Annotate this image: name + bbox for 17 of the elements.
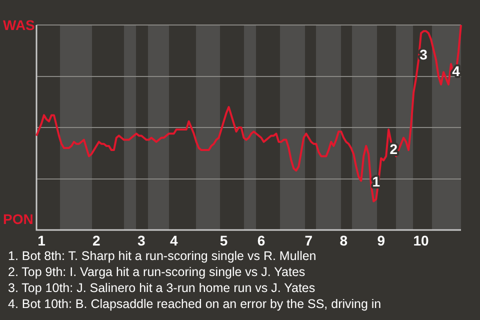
text: 2. Top 9th: I. Varga hit a run-scoring single vs J. Yates: [8, 264, 306, 280]
x-tick-label: 10: [413, 232, 430, 248]
x-tick-label: 7: [304, 232, 313, 248]
text: 3. Top 10th: J. Salinero hit a 3-run home run vs J. Yates: [8, 280, 316, 296]
x-tick-label: 3: [137, 232, 146, 248]
annotation: 3: [420, 46, 428, 63]
x-tick-label: 8: [340, 232, 348, 248]
x-tick-label: 4: [170, 232, 178, 248]
x-tick-label: 1: [38, 232, 46, 248]
x-tick-label: 5: [220, 232, 228, 248]
x-tick-label: 6: [257, 232, 266, 248]
text: 1. Bot 8th: T. Sharp hit a run-scoring single vs R. Mullen: [8, 248, 318, 264]
text: PON: [3, 211, 34, 227]
text: WAS: [3, 17, 35, 33]
x-tick-label: 2: [92, 232, 101, 248]
text: 4. Bot 10th: B. Clapsaddle reached on an error by the SS, driving in: [8, 296, 382, 312]
x-tick-label: 9: [377, 232, 386, 248]
